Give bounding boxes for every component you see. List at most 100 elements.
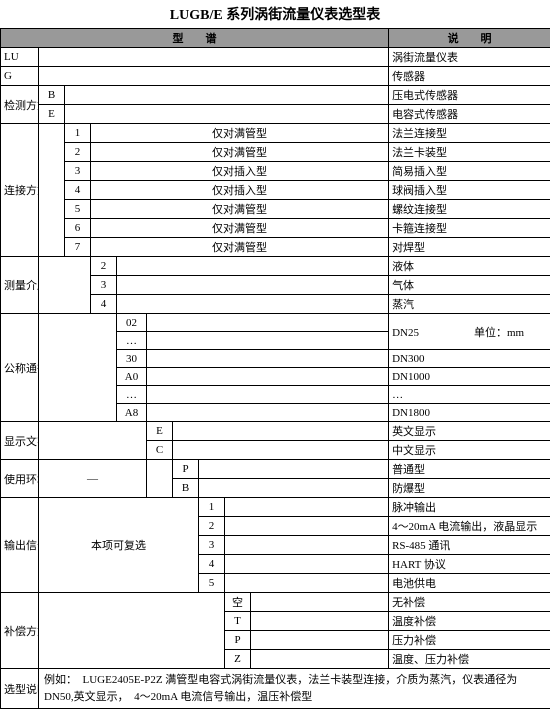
- cat: 使用环境: [1, 460, 39, 498]
- cat: 测量介质: [1, 257, 39, 314]
- c: B: [39, 86, 65, 105]
- c: 6: [65, 219, 91, 238]
- c: 02: [117, 314, 147, 332]
- c: 温度、压力补偿: [389, 650, 550, 669]
- c: HART 协议: [389, 555, 550, 574]
- c: [225, 517, 389, 536]
- cat: 检测方式: [1, 86, 39, 124]
- c: …: [117, 332, 147, 350]
- c: Z: [225, 650, 251, 669]
- c: P: [225, 631, 251, 650]
- c: [147, 350, 389, 368]
- c: P: [173, 460, 199, 479]
- c: 电容式传感器: [389, 105, 550, 124]
- c: E: [39, 105, 65, 124]
- c: 1: [65, 124, 91, 143]
- c: …: [117, 386, 147, 404]
- c: 卡箍连接型: [389, 219, 550, 238]
- c: 脉冲输出: [389, 498, 550, 517]
- c: [225, 498, 389, 517]
- c: [225, 555, 389, 574]
- t: 单位：mm: [474, 327, 524, 339]
- c: 5: [65, 200, 91, 219]
- cat: 连接方式: [1, 124, 39, 257]
- c: [199, 479, 389, 498]
- c: [225, 536, 389, 555]
- c: 5: [199, 574, 225, 593]
- c: 仅对插入型: [91, 181, 389, 200]
- c: 本项可复选: [39, 498, 199, 593]
- c: 液体: [389, 257, 550, 276]
- c: DN1800: [389, 404, 550, 422]
- c: [39, 314, 117, 422]
- example: 例如： LUGE2405E-P2Z 满管型电容式涡街流量仪表，法兰卡装型连接，介…: [39, 669, 550, 709]
- c: [251, 612, 389, 631]
- c: 3: [91, 276, 117, 295]
- c: [39, 67, 389, 86]
- c: [39, 48, 389, 67]
- c: 简易插入型: [389, 162, 550, 181]
- c: 对焊型: [389, 238, 550, 257]
- c: 压力补偿: [389, 631, 550, 650]
- c: 无补偿: [389, 593, 550, 612]
- c: B: [173, 479, 199, 498]
- c: 传感器: [389, 67, 550, 86]
- cat: 输出信号: [1, 498, 39, 593]
- c: [65, 105, 389, 124]
- hdr-desc: 说 明: [389, 29, 550, 48]
- c: 4: [91, 295, 117, 314]
- c: [39, 422, 147, 460]
- c: 仅对满管型: [91, 238, 389, 257]
- c: 仅对插入型: [91, 162, 389, 181]
- cat: 显示文字: [1, 422, 39, 460]
- c: 气体: [389, 276, 550, 295]
- c: A0: [117, 368, 147, 386]
- c: [39, 593, 225, 669]
- c: 普通型: [389, 460, 550, 479]
- c: 英文显示: [389, 422, 550, 441]
- c: [225, 574, 389, 593]
- c: 仅对满管型: [91, 124, 389, 143]
- c: 空: [225, 593, 251, 612]
- c: [39, 124, 65, 257]
- c: [117, 257, 389, 276]
- t: DN25: [392, 327, 419, 339]
- c: 防爆型: [389, 479, 550, 498]
- c: [147, 314, 389, 332]
- hdr-type: 型 谱: [1, 29, 389, 48]
- c: 2: [65, 143, 91, 162]
- c: [117, 295, 389, 314]
- c: 7: [65, 238, 91, 257]
- c: C: [147, 441, 173, 460]
- c: A8: [117, 404, 147, 422]
- c: [147, 368, 389, 386]
- c: E: [147, 422, 173, 441]
- c: 4: [65, 181, 91, 200]
- c: [173, 422, 389, 441]
- c: [199, 460, 389, 479]
- c: 涡街流量仪表: [389, 48, 550, 67]
- c: 电池供电: [389, 574, 550, 593]
- c: 4: [199, 555, 225, 574]
- c: [251, 650, 389, 669]
- c: —: [39, 460, 147, 498]
- c: 2: [199, 517, 225, 536]
- c: [65, 86, 389, 105]
- cat: 公称通径: [1, 314, 39, 422]
- c: DN300: [389, 350, 550, 368]
- cat: 选型说明: [1, 669, 39, 709]
- c: RS-485 通讯: [389, 536, 550, 555]
- c: 温度补偿: [389, 612, 550, 631]
- title: LUGB/E 系列涡街流量仪表选型表: [0, 0, 550, 28]
- c: [147, 332, 389, 350]
- c: 仅对满管型: [91, 219, 389, 238]
- c: T: [225, 612, 251, 631]
- selection-table: 型 谱说 明 LU涡街流量仪表 G传感器 检测方式B压电式传感器 E电容式传感器…: [0, 28, 550, 709]
- c: [147, 460, 173, 498]
- c: …: [389, 386, 550, 404]
- c: 3: [199, 536, 225, 555]
- cat: 补偿方式: [1, 593, 39, 669]
- c: [117, 276, 389, 295]
- c: [147, 404, 389, 422]
- c: 球阀插入型: [389, 181, 550, 200]
